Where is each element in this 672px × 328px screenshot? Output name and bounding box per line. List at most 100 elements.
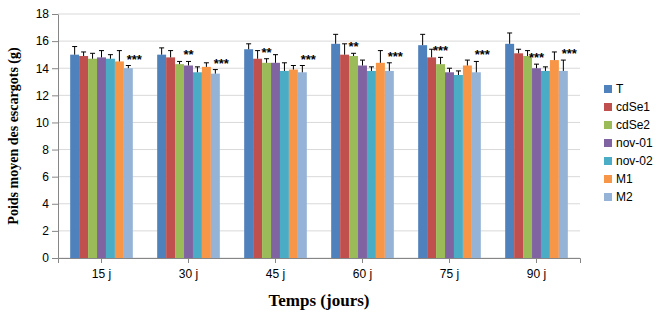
legend-swatch	[604, 103, 612, 111]
bar	[157, 55, 166, 258]
y-tick: 6	[42, 170, 58, 184]
bar	[358, 66, 367, 258]
error-bar	[108, 55, 113, 59]
grid-line	[58, 68, 580, 69]
bar	[97, 57, 106, 258]
error-bar	[360, 60, 365, 65]
bar	[505, 44, 514, 258]
chart: 024681012141618*************************…	[0, 0, 672, 328]
x-tick-label: 90 j	[527, 267, 546, 281]
y-tick: 10	[36, 116, 58, 130]
legend-item: T	[604, 82, 624, 96]
bar	[298, 72, 307, 258]
y-tick: 2	[42, 224, 58, 238]
y-tick: 18	[36, 7, 58, 21]
legend-swatch	[604, 85, 612, 93]
y-tick-label: 6	[42, 170, 49, 184]
bar	[184, 66, 193, 258]
error-bar	[255, 51, 260, 59]
x-tick-mark	[101, 258, 102, 263]
error-bar	[246, 44, 251, 49]
x-tick-label: 15 j	[92, 267, 111, 281]
legend-swatch	[604, 193, 612, 201]
error-bar	[420, 34, 425, 45]
series	[115, 51, 559, 258]
y-tick: 4	[42, 197, 58, 211]
x-tick-mark	[188, 258, 189, 263]
bar	[445, 72, 454, 258]
bars	[70, 33, 568, 258]
significance-label: **	[261, 45, 272, 60]
significance-label: ***	[529, 50, 545, 65]
error-bar	[90, 53, 95, 58]
significance-label: ***	[388, 49, 404, 64]
y-tick-label: 16	[36, 34, 50, 48]
x-tick-mark	[275, 258, 276, 263]
legend-label: nov-02	[616, 154, 653, 168]
x-tick: 90 j	[527, 258, 546, 281]
bar	[244, 49, 253, 258]
series	[88, 51, 532, 258]
bar	[193, 72, 202, 258]
x-tick: 75 j	[440, 258, 459, 281]
bar	[559, 71, 568, 258]
y-tick-mark	[52, 41, 58, 42]
x-tick-mark	[449, 258, 450, 263]
error-bar	[369, 67, 374, 71]
error-bar	[99, 51, 104, 58]
bar	[280, 71, 289, 258]
bar	[463, 66, 472, 258]
error-bar	[447, 68, 452, 72]
bar	[253, 59, 262, 258]
y-tick-label: 2	[42, 224, 49, 238]
bar	[532, 68, 541, 258]
y-tick-label: 8	[42, 143, 49, 157]
significance-label: ***	[214, 56, 230, 71]
legend-item: nov-02	[604, 154, 653, 168]
error-bar	[72, 47, 77, 55]
y-tick: 0	[42, 251, 58, 265]
y-tick-label: 12	[36, 89, 50, 103]
significance-label: ***	[301, 52, 317, 67]
y-tick: 16	[36, 34, 58, 48]
y-tick: 8	[42, 143, 58, 157]
y-tick-mark	[52, 150, 58, 151]
y-tick-mark	[52, 204, 58, 205]
x-tick-mark	[536, 258, 537, 263]
y-tick-label: 18	[36, 7, 50, 21]
error-bar	[282, 63, 287, 71]
bar	[427, 57, 436, 258]
significance: ******************************	[127, 39, 578, 70]
bar	[550, 60, 559, 258]
error-bar	[561, 60, 566, 71]
grid	[58, 14, 580, 258]
series	[97, 51, 541, 258]
grid-line	[58, 149, 580, 150]
bar	[175, 64, 184, 258]
legend-swatch	[604, 157, 612, 165]
series	[106, 55, 550, 258]
bar	[418, 45, 427, 258]
x-tick: 30 j	[179, 258, 198, 281]
legend-item: M2	[604, 190, 633, 204]
y-axis-line	[58, 15, 59, 259]
legend-item: M1	[604, 172, 633, 186]
bar	[289, 70, 298, 258]
bar	[124, 68, 133, 258]
legend-swatch	[604, 175, 612, 183]
error-bar	[195, 67, 200, 72]
x-tick-label: 45 j	[266, 267, 285, 281]
error-bar	[516, 49, 521, 53]
error-bar	[177, 61, 182, 64]
y-tick-mark	[52, 258, 58, 259]
plot: 024681012141618*************************…	[36, 7, 581, 281]
legend-swatch	[604, 121, 612, 129]
error-bar	[291, 66, 296, 70]
bar	[166, 57, 175, 258]
bar	[70, 55, 79, 258]
y-tick-mark	[52, 95, 58, 96]
legend-label: nov-01	[616, 136, 653, 150]
x-axis-title: Temps (jours)	[269, 291, 370, 310]
legend-label: cdSe1	[616, 100, 650, 114]
error-bar	[204, 63, 209, 67]
